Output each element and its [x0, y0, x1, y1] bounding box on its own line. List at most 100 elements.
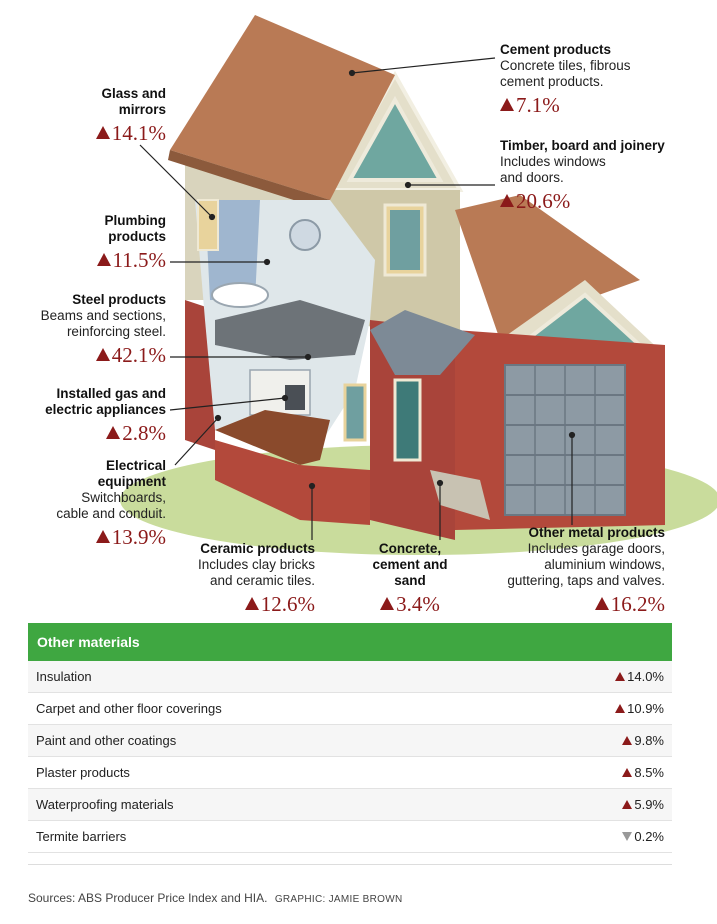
label-glass: Glass and mirrors 14.1%	[66, 86, 166, 146]
row-name: Paint and other coatings	[36, 733, 177, 748]
footer-divider	[28, 864, 672, 865]
label-desc: Includes clay bricks	[197, 557, 315, 572]
label-cement: Cement products Concrete tiles, fibrous …	[500, 42, 631, 118]
front-door	[393, 378, 422, 462]
label-metal: Other metal products Includes garage doo…	[465, 525, 665, 617]
front-steps	[430, 470, 490, 520]
label-desc: Concrete tiles, fibrous	[500, 58, 631, 73]
increase-icon	[500, 98, 514, 111]
porch-roof	[370, 310, 475, 375]
oven	[285, 385, 305, 410]
label-ceramic: Ceramic products Includes clay bricks an…	[155, 541, 315, 617]
label-title: Installed gas and electric appliances	[45, 386, 166, 417]
row-name: Insulation	[36, 669, 92, 684]
increase-icon	[500, 194, 514, 207]
gable-window	[346, 95, 444, 182]
label-title: Timber, board and joinery	[500, 138, 665, 153]
other-materials-table: Other materials Insulation 14.0% Carpet …	[28, 623, 672, 853]
label-title: Plumbing products	[104, 213, 167, 244]
label-desc: guttering, taps and valves.	[507, 573, 665, 588]
increase-icon	[96, 253, 111, 266]
increase-icon	[95, 348, 110, 361]
row-name: Termite barriers	[36, 829, 127, 844]
row-value: 9.8%	[622, 733, 664, 748]
increase-icon	[622, 800, 633, 809]
label-value: 20.6%	[500, 188, 665, 214]
table-row: Waterproofing materials 5.9%	[28, 789, 672, 821]
label-title: Cement products	[500, 42, 612, 57]
increase-icon	[106, 426, 121, 439]
graphic-credit: GRAPHIC: JAMIE BROWN	[274, 894, 403, 905]
increase-icon	[615, 704, 626, 713]
steel-slab	[215, 300, 365, 360]
table-row: Insulation 14.0%	[28, 661, 672, 693]
increase-icon	[622, 768, 633, 777]
label-value: 16.2%	[465, 591, 665, 617]
label-title: Other metal products	[528, 525, 665, 540]
label-concrete: Concrete, cement and sand 3.4%	[370, 541, 450, 617]
label-title: Electrical equipment	[97, 458, 166, 489]
table-header: Other materials	[28, 623, 672, 661]
label-gas: Installed gas and electric appliances 2.…	[26, 386, 166, 446]
side-window	[197, 199, 219, 251]
garage-roof	[455, 195, 640, 340]
increase-icon	[95, 530, 110, 543]
label-value: 11.5%	[66, 247, 166, 273]
increase-icon	[95, 126, 110, 139]
mirror	[289, 219, 321, 251]
decrease-icon	[622, 832, 633, 841]
label-value: 13.9%	[6, 524, 166, 550]
increase-icon	[594, 597, 609, 610]
label-desc: cement products.	[500, 74, 604, 89]
table-row: Carpet and other floor coverings 10.9%	[28, 693, 672, 725]
row-value: 10.9%	[615, 701, 664, 716]
label-value: 2.8%	[26, 420, 166, 446]
label-desc: aluminium windows,	[544, 557, 665, 572]
increase-icon	[380, 597, 395, 610]
label-value: 14.1%	[66, 120, 166, 146]
house-illustration	[120, 15, 717, 555]
label-plumbing: Plumbing products 11.5%	[66, 213, 166, 273]
table-row: Paint and other coatings 9.8%	[28, 725, 672, 757]
main-roof	[170, 15, 395, 200]
table-row: Termite barriers 0.2%	[28, 821, 672, 853]
label-desc: Beams and sections,	[40, 308, 166, 323]
timber-floor	[215, 410, 330, 465]
source-credit: Sources: ABS Producer Price Index and HI…	[28, 891, 403, 905]
row-value: 14.0%	[615, 669, 664, 684]
label-value: 7.1%	[500, 92, 631, 118]
row-value: 8.5%	[622, 765, 664, 780]
bathtub	[211, 282, 269, 308]
label-steel: Steel products Beams and sections, reinf…	[6, 292, 166, 368]
label-desc: Includes garage doors,	[527, 541, 665, 556]
label-electrical: Electrical equipment Switchboards, cable…	[6, 458, 166, 550]
increase-icon	[244, 597, 259, 610]
row-name: Carpet and other floor coverings	[36, 701, 222, 716]
label-title: Ceramic products	[200, 541, 315, 556]
label-desc: Includes windows	[500, 154, 606, 169]
label-desc: Switchboards,	[81, 490, 166, 505]
label-desc: and ceramic tiles.	[209, 573, 315, 588]
label-title: Glass and mirrors	[101, 86, 166, 117]
label-timber: Timber, board and joinery Includes windo…	[500, 138, 665, 214]
table-row: Plaster products 8.5%	[28, 757, 672, 789]
label-desc: reinforcing steel.	[66, 324, 166, 339]
sources-text: Sources: ABS Producer Price Index and HI…	[28, 891, 268, 905]
brick-base	[215, 440, 370, 525]
label-desc: and doors.	[500, 170, 564, 185]
label-title: Concrete, cement and sand	[372, 541, 448, 588]
label-title: Steel products	[72, 292, 166, 307]
label-value: 12.6%	[155, 591, 315, 617]
leader-lines	[139, 57, 576, 540]
row-name: Plaster products	[36, 765, 130, 780]
table-body: Insulation 14.0% Carpet and other floor …	[28, 661, 672, 853]
label-value: 42.1%	[6, 342, 166, 368]
label-desc: cable and conduit.	[56, 506, 166, 521]
increase-icon	[622, 736, 633, 745]
row-value: 5.9%	[622, 797, 664, 812]
row-value: 0.2%	[622, 829, 664, 844]
increase-icon	[615, 672, 626, 681]
lower-window	[343, 383, 367, 442]
row-name: Waterproofing materials	[36, 797, 174, 812]
label-value: 3.4%	[370, 591, 450, 617]
